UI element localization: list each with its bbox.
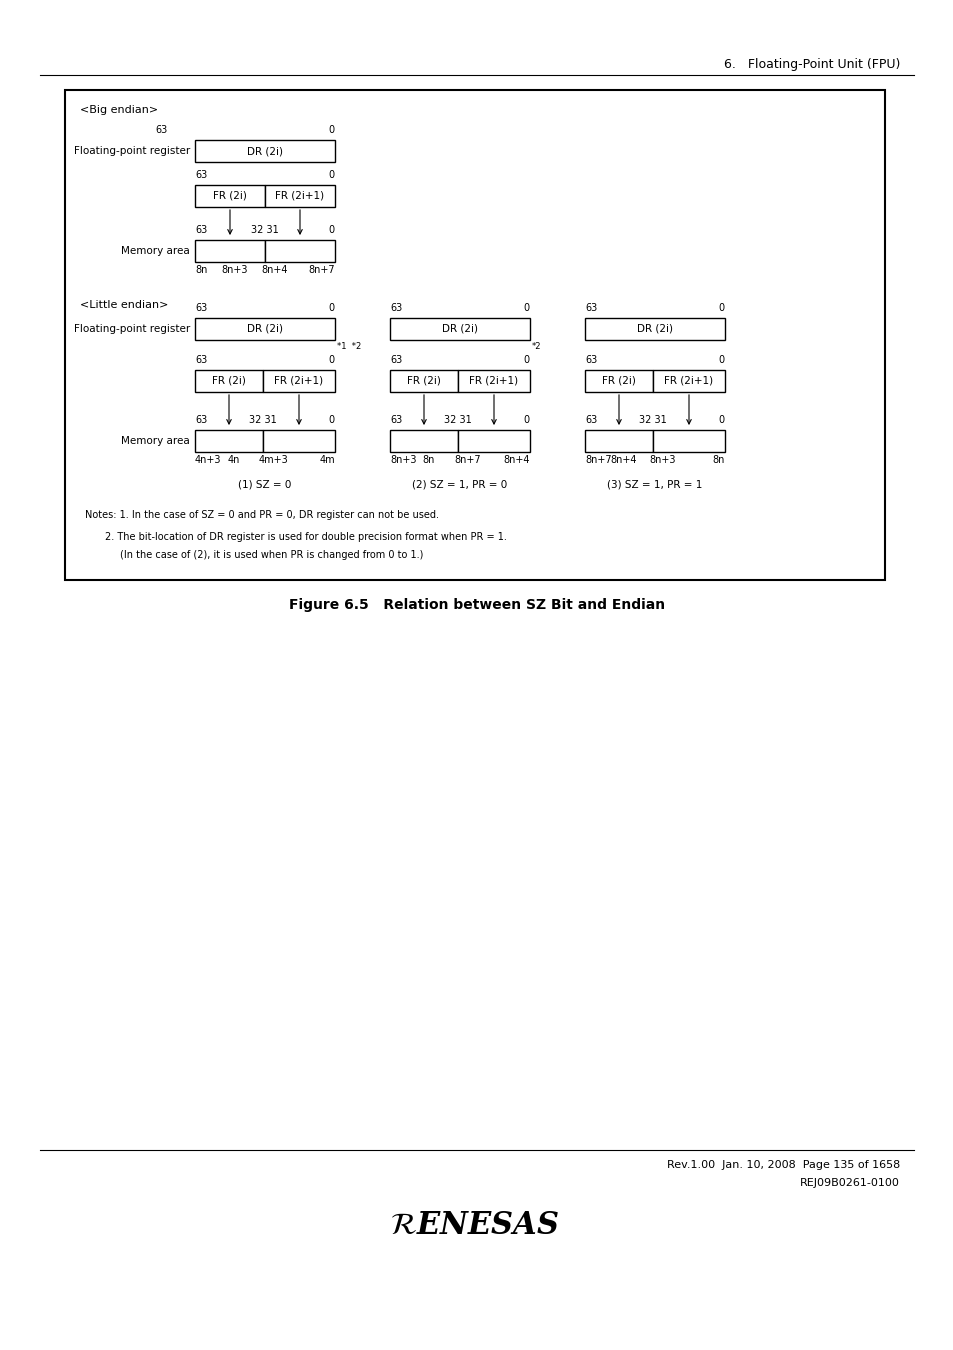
Bar [457,431,530,452]
Text: 32 31: 32 31 [249,414,276,425]
Bar [584,370,652,392]
Text: 0: 0 [523,302,530,313]
Bar [652,370,724,392]
Text: FR (2i): FR (2i) [601,377,636,386]
Text: 0: 0 [329,302,335,313]
Bar [263,370,335,392]
Bar [194,319,335,340]
Bar [584,319,724,340]
Bar [194,370,263,392]
Text: DR (2i): DR (2i) [247,146,283,157]
Text: FR (2i+1): FR (2i+1) [663,377,713,386]
Text: 32 31: 32 31 [444,414,472,425]
Text: FR (2i+1): FR (2i+1) [275,190,324,201]
Text: Notes: 1. In the case of SZ = 0 and PR = 0, DR register can not be used.: Notes: 1. In the case of SZ = 0 and PR =… [85,510,438,520]
Text: 63: 63 [390,355,402,364]
Text: 63: 63 [194,170,207,180]
Text: 0: 0 [329,355,335,364]
Bar [390,319,530,340]
Text: (1) SZ = 0: (1) SZ = 0 [238,481,292,490]
Text: 0: 0 [329,414,335,425]
Text: 32 31: 32 31 [639,414,666,425]
Text: 8n+3: 8n+3 [649,455,676,464]
Text: 0: 0 [719,414,724,425]
Text: FR (2i+1): FR (2i+1) [469,377,518,386]
Bar [263,431,335,452]
Text: 8n: 8n [422,455,435,464]
Text: 63: 63 [584,355,597,364]
Bar [457,370,530,392]
Bar [65,90,884,580]
Text: 0: 0 [329,126,335,135]
Text: 0: 0 [719,355,724,364]
Text: 0: 0 [719,302,724,313]
Bar [584,431,652,452]
Text: 4m+3: 4m+3 [258,455,288,464]
Text: (3) SZ = 1, PR = 1: (3) SZ = 1, PR = 1 [607,481,702,490]
Text: DR (2i): DR (2i) [441,324,477,333]
Text: 63: 63 [194,225,207,235]
Text: DR (2i): DR (2i) [247,324,283,333]
Text: 8n+3: 8n+3 [221,265,248,275]
Text: 4m: 4m [319,455,335,464]
Text: Memory area: Memory area [121,436,190,446]
Bar [652,431,724,452]
Text: 63: 63 [584,414,597,425]
Text: DR (2i): DR (2i) [637,324,672,333]
Text: *1  *2: *1 *2 [336,342,361,351]
Text: 8n: 8n [712,455,724,464]
Text: REJ09B0261-0100: REJ09B0261-0100 [800,1179,899,1188]
Text: 8n: 8n [194,265,207,275]
Text: 63: 63 [584,302,597,313]
Text: <Big endian>: <Big endian> [80,105,158,115]
Text: 8n+4: 8n+4 [261,265,288,275]
Text: 0: 0 [329,170,335,180]
Text: 8n+7: 8n+7 [308,265,335,275]
Text: Figure 6.5   Relation between SZ Bit and Endian: Figure 6.5 Relation between SZ Bit and E… [289,598,664,612]
Text: 63: 63 [194,414,207,425]
Bar [265,185,335,207]
Text: 0: 0 [523,414,530,425]
Text: $\mathcal{R}$ENESAS: $\mathcal{R}$ENESAS [390,1210,558,1241]
Text: (In the case of (2), it is used when PR is changed from 0 to 1.): (In the case of (2), it is used when PR … [120,549,423,560]
Text: 8n+4: 8n+4 [610,455,637,464]
Text: FR (2i): FR (2i) [213,190,247,201]
Text: 63: 63 [390,414,402,425]
Bar [390,370,457,392]
Text: 63: 63 [194,355,207,364]
Text: Floating-point register: Floating-point register [73,324,190,333]
Text: 6.   Floating-Point Unit (FPU): 6. Floating-Point Unit (FPU) [723,58,899,72]
Text: (2) SZ = 1, PR = 0: (2) SZ = 1, PR = 0 [412,481,507,490]
Text: 63: 63 [154,126,167,135]
Text: 63: 63 [194,302,207,313]
Text: 8n+4: 8n+4 [503,455,530,464]
Text: Floating-point register: Floating-point register [73,146,190,157]
Bar [194,185,265,207]
Text: 4n+3: 4n+3 [194,455,221,464]
Text: Memory area: Memory area [121,246,190,256]
Text: 8n+7: 8n+7 [455,455,481,464]
Text: FR (2i+1): FR (2i+1) [274,377,323,386]
Text: <Little endian>: <Little endian> [80,300,168,310]
Bar [194,431,263,452]
Bar [194,240,265,262]
Text: 0: 0 [329,225,335,235]
Text: 0: 0 [523,355,530,364]
Bar [265,240,335,262]
Text: FR (2i): FR (2i) [212,377,246,386]
Text: 63: 63 [390,302,402,313]
Text: *2: *2 [532,342,541,351]
Text: 32 31: 32 31 [251,225,278,235]
Bar [194,140,335,162]
Text: 2. The bit-location of DR register is used for double precision format when PR =: 2. The bit-location of DR register is us… [105,532,506,541]
Bar [390,431,457,452]
Text: 4n: 4n [228,455,240,464]
Text: 8n+3: 8n+3 [390,455,416,464]
Text: Rev.1.00  Jan. 10, 2008  Page 135 of 1658: Rev.1.00 Jan. 10, 2008 Page 135 of 1658 [666,1160,899,1170]
Text: 8n+7: 8n+7 [584,455,611,464]
Text: FR (2i): FR (2i) [407,377,440,386]
